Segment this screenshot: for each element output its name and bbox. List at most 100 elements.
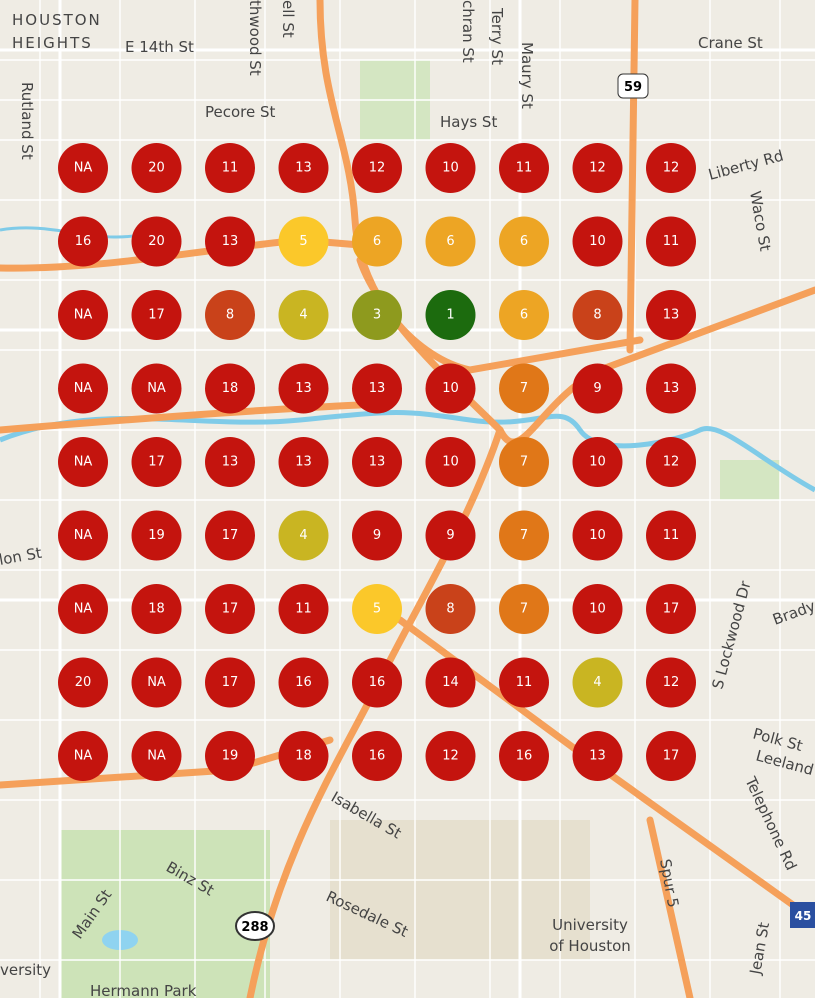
poi-label: of Houston: [549, 937, 631, 955]
grid-marker-label: 8: [593, 308, 601, 323]
grid-marker-label: 13: [663, 381, 680, 396]
grid-marker: [352, 510, 402, 561]
grid-marker: [646, 731, 696, 781]
street-label: Maury St: [518, 42, 536, 109]
grid-marker-label: 12: [442, 749, 459, 764]
grid-marker: [205, 143, 255, 193]
grid-marker-label: 11: [295, 602, 312, 617]
grid-marker: [352, 216, 402, 267]
route-shield: [790, 902, 815, 928]
route-number: 288: [241, 920, 268, 935]
grid-marker: [572, 290, 623, 340]
grid-marker-label: 7: [520, 455, 528, 470]
grid-marker-label: 13: [295, 455, 312, 470]
grid-marker: [278, 216, 329, 267]
grid-marker: [278, 363, 329, 414]
route-number: 59: [624, 80, 642, 95]
grid-marker-label: 12: [663, 455, 680, 470]
grid-marker: [131, 657, 182, 708]
grid-marker: [499, 584, 549, 634]
grid-marker-label: 11: [516, 161, 533, 176]
route-shield: [617, 73, 649, 99]
grid-marker-label: 20: [75, 675, 92, 690]
grid-marker-label: 6: [520, 308, 528, 323]
grid-marker: [352, 584, 402, 634]
grid-marker-label: NA: [74, 528, 93, 543]
grid-marker-label: 7: [520, 602, 528, 617]
grid-marker: [58, 510, 108, 561]
parks: [60, 60, 780, 998]
grid-marker: [131, 363, 182, 414]
grid-marker-label: 10: [589, 528, 606, 543]
grid-marker: [205, 657, 255, 708]
grid-marker: [646, 216, 696, 267]
grid-marker-label: 13: [295, 381, 312, 396]
grid-marker-label: 10: [442, 381, 459, 396]
grid-marker: [131, 290, 182, 340]
grid-marker: [278, 510, 329, 561]
grid-marker: [131, 216, 182, 267]
grid-marker-label: 16: [75, 234, 92, 249]
grid-marker-label: 10: [589, 234, 606, 249]
grid-marker: [278, 731, 329, 781]
grid-marker-label: 9: [373, 528, 381, 543]
grid-marker-label: 3: [373, 308, 381, 323]
poi-label: versity: [0, 961, 51, 979]
grid-marker: [205, 363, 255, 414]
grid-marker-label: 12: [663, 161, 680, 176]
grid-marker: [58, 216, 108, 267]
poi-label: University: [552, 916, 628, 934]
poi-label: Hermann Park: [90, 982, 197, 998]
grid-marker: [352, 437, 402, 487]
grid-marker-label: 17: [663, 749, 680, 764]
grid-marker-label: 9: [593, 381, 601, 396]
grid-marker-label: 16: [516, 749, 533, 764]
street-label: Terry St: [488, 7, 506, 65]
grid-marker: [425, 143, 476, 193]
street-label: thwood St: [246, 0, 264, 76]
grid-marker: [352, 290, 402, 340]
grid-marker: [572, 363, 623, 414]
grid-marker: [425, 363, 476, 414]
grid-marker: [352, 363, 402, 414]
grid-marker: [499, 437, 549, 487]
grid-marker: [572, 437, 623, 487]
grid-marker: [572, 510, 623, 561]
grid-marker: [425, 290, 476, 340]
grid-marker-label: NA: [147, 749, 166, 764]
grid-marker-label: 4: [593, 675, 601, 690]
grid-marker: [131, 143, 182, 193]
grid-marker: [425, 510, 476, 561]
grid-marker: [499, 143, 549, 193]
grid-marker-label: 12: [589, 161, 606, 176]
grid-marker: [499, 216, 549, 267]
grid-marker: [131, 510, 182, 561]
street-label: Crane St: [698, 34, 763, 52]
area-label: HOUSTON: [12, 11, 102, 29]
grid-marker: [58, 143, 108, 193]
grid-marker-label: NA: [74, 455, 93, 470]
grid-marker-label: 14: [442, 675, 459, 690]
grid-marker: [278, 143, 329, 193]
grid-marker-label: 17: [148, 455, 165, 470]
grid-marker: [131, 731, 182, 781]
grid-marker-label: 1: [446, 308, 454, 323]
grid-marker: [572, 731, 623, 781]
grid-marker-label: 16: [369, 675, 386, 690]
grid-marker: [572, 584, 623, 634]
street-label: chran St: [459, 0, 477, 63]
area-label: HEIGHTS: [12, 34, 93, 52]
grid-marker-label: 16: [369, 749, 386, 764]
grid-marker: [278, 584, 329, 634]
grid-marker-label: 17: [222, 602, 239, 617]
grid-marker-label: 5: [373, 602, 381, 617]
street-label: Pecore St: [205, 103, 276, 121]
grid-marker-label: 18: [222, 381, 239, 396]
grid-marker: [278, 437, 329, 487]
grid-marker: [352, 731, 402, 781]
grid-marker-label: 8: [226, 308, 234, 323]
grid-marker: [499, 657, 549, 708]
street-label: Rutland St: [18, 82, 36, 160]
